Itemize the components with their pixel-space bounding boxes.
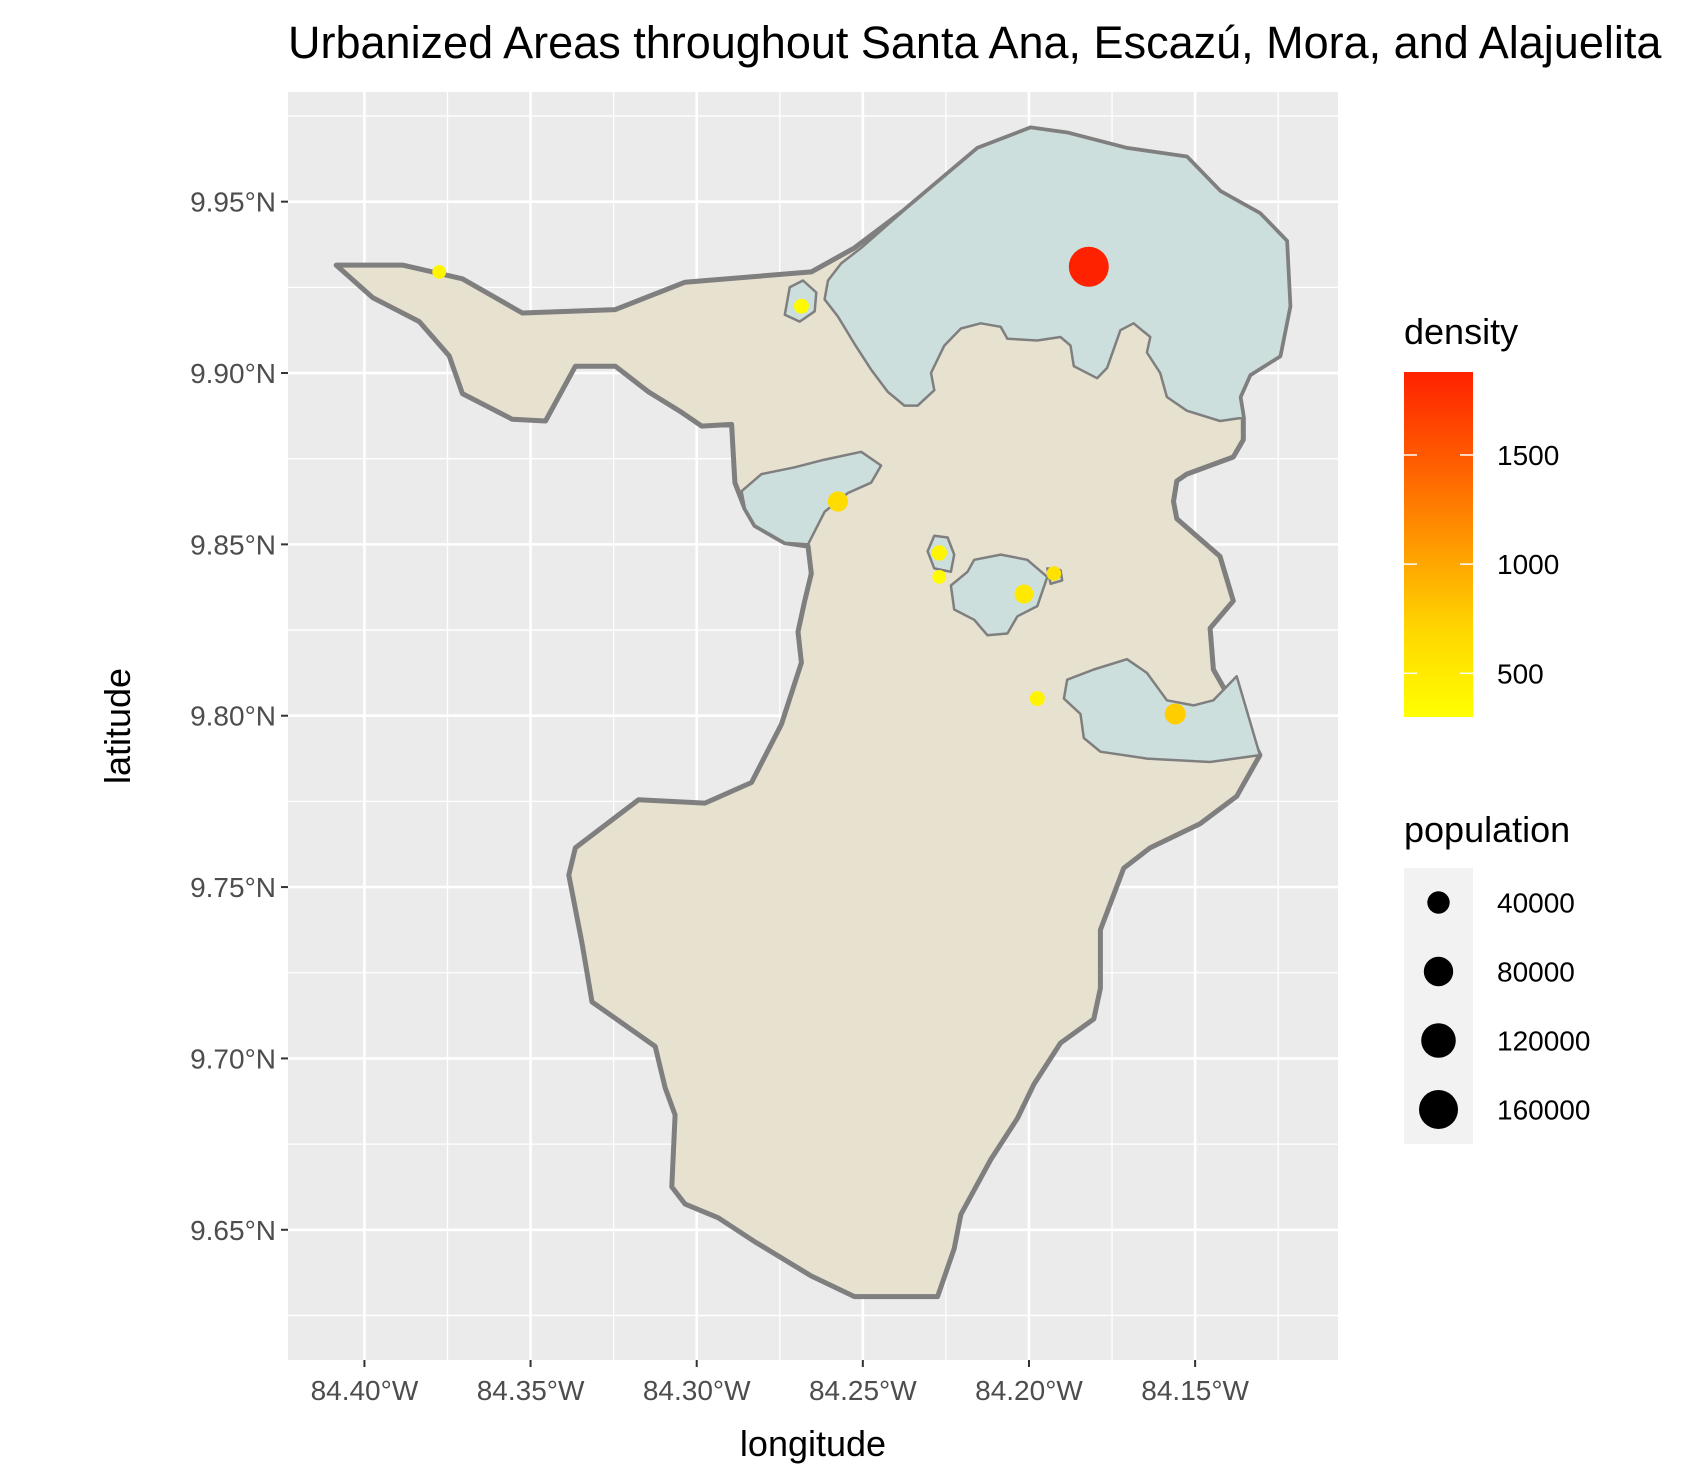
population-legend-key — [1423, 956, 1454, 987]
population-legend-key — [1421, 1023, 1456, 1058]
x-tick-label: 84.40°W — [311, 1375, 419, 1406]
points-layer — [432, 246, 1186, 725]
urban-area-polygon — [823, 126, 1292, 423]
population-legend-label: 40000 — [1497, 888, 1575, 919]
urban-center-point — [432, 265, 447, 279]
x-axis-title: longitude — [740, 1423, 886, 1464]
urban-center-point — [932, 570, 947, 584]
y-tick-label: 9.70°N — [190, 1043, 276, 1074]
plot-title: Urbanized Areas throughout Santa Ana, Es… — [288, 17, 1662, 68]
x-tick-label: 84.35°W — [477, 1375, 585, 1406]
urban-center-point — [1164, 703, 1186, 725]
y-axis-title: latitude — [97, 668, 138, 784]
population-legend-key — [1427, 891, 1450, 914]
urban-center-point — [1068, 246, 1109, 287]
y-tick-label: 9.90°N — [190, 358, 276, 389]
urban-area-polygon — [740, 450, 883, 546]
density-legend-title: density — [1404, 311, 1518, 352]
y-tick-label: 9.80°N — [190, 701, 276, 732]
x-tick-label: 84.15°W — [1141, 1375, 1249, 1406]
y-tick-label: 9.75°N — [190, 872, 276, 903]
x-tick-label: 84.25°W — [809, 1375, 917, 1406]
y-tick-label: 9.85°N — [190, 529, 276, 560]
urban-center-point — [1014, 584, 1034, 604]
urban-center-point — [793, 298, 809, 314]
density-break-label: 1000 — [1497, 549, 1559, 580]
population-legend-label: 160000 — [1497, 1095, 1590, 1126]
population-legend-label: 80000 — [1497, 957, 1575, 988]
urban-area-polygon — [949, 553, 1049, 637]
population-legend-title: population — [1404, 809, 1570, 850]
urban-center-point — [931, 545, 947, 561]
urban-area-polygon — [1062, 657, 1262, 764]
y-tick-label: 9.65°N — [190, 1215, 276, 1246]
urban-center-point — [827, 491, 849, 512]
urban-center-point — [1029, 691, 1045, 707]
urban-layer — [740, 126, 1292, 764]
population-legend: population 40000 80000 120000 160000 — [1404, 809, 1590, 1144]
population-legend-label: 120000 — [1497, 1026, 1590, 1057]
y-tick-label: 9.95°N — [190, 187, 276, 218]
population-legend-key — [1419, 1090, 1458, 1129]
density-break-label: 500 — [1497, 658, 1544, 689]
x-tick-label: 84.30°W — [643, 1375, 751, 1406]
density-colorbar — [1404, 372, 1473, 717]
density-break-label: 1500 — [1497, 440, 1559, 471]
x-axis: 84.40°W 84.35°W 84.30°W 84.25°W 84.20°W 84.15… — [311, 1360, 1250, 1406]
density-legend: density 500 1000 1500 — [1404, 311, 1559, 717]
x-tick-label: 84.20°W — [975, 1375, 1083, 1406]
y-axis: 9.65°N 9.70°N 9.75°N 9.80°N 9.85°N 9.90°N 9.95… — [190, 187, 288, 1246]
urban-center-point — [1046, 566, 1062, 581]
